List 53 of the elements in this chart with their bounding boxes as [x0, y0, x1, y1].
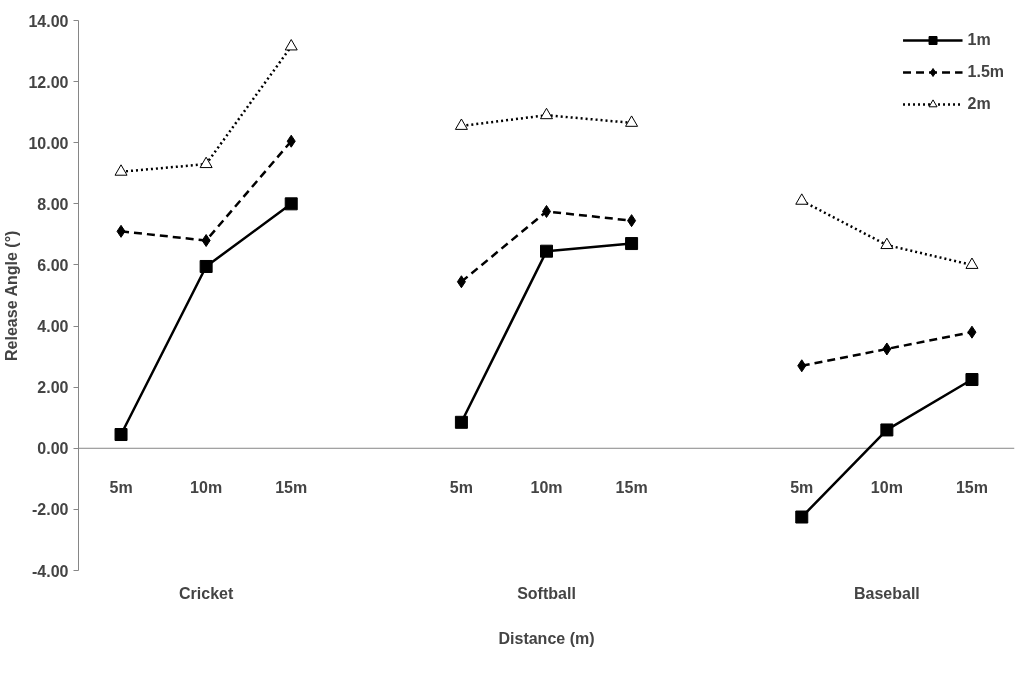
- point: [882, 342, 892, 356]
- x-tick-label: 15m: [615, 479, 648, 497]
- x-tick-label: 10m: [870, 479, 903, 497]
- point: [284, 197, 298, 211]
- point: [967, 325, 977, 339]
- x-tick-label: 10m: [530, 479, 563, 497]
- point: [454, 118, 468, 130]
- x-tick-label: 5m: [790, 479, 814, 497]
- point: [286, 134, 296, 148]
- y-tick-label: -2.00: [32, 501, 69, 519]
- y-tick-label: 14.00: [28, 12, 69, 30]
- point: [965, 373, 979, 387]
- point: [454, 415, 468, 429]
- point: [116, 224, 126, 238]
- point: [114, 428, 128, 442]
- x-tick-label: 15m: [275, 479, 308, 497]
- y-tick-label: -4.00: [32, 562, 69, 580]
- point: [880, 237, 894, 250]
- point: [625, 115, 639, 127]
- point: [795, 510, 809, 524]
- point: [540, 244, 553, 258]
- point: [880, 423, 894, 437]
- text: Baseball: [853, 584, 920, 602]
- point: [456, 275, 466, 289]
- y-tick-label: 8.00: [37, 195, 69, 213]
- y-tick-label: 6.00: [37, 256, 69, 274]
- point: [199, 259, 213, 273]
- point: [114, 164, 128, 176]
- y-tick-label: 0.00: [37, 440, 69, 458]
- legend-label: 1.5m: [967, 63, 1004, 81]
- legend-label: 1m: [967, 31, 991, 49]
- point: [627, 214, 637, 228]
- legend-label: 2m: [967, 95, 991, 113]
- point: [965, 257, 979, 269]
- point: [199, 156, 213, 169]
- y-axis-title: Release Angle (°): [3, 230, 21, 361]
- y-tick-label: 4.00: [37, 318, 69, 336]
- text: Cricket: [179, 584, 234, 602]
- x-tick-label: 5m: [449, 479, 473, 497]
- x-axis-title: Distance (m): [498, 629, 595, 647]
- point: [201, 234, 211, 247]
- text: Softball: [517, 584, 576, 602]
- point: [625, 237, 639, 251]
- point: [797, 359, 807, 373]
- x-tick-label: 15m: [955, 479, 988, 497]
- x-tick-label: 10m: [190, 479, 223, 497]
- point: [540, 107, 553, 120]
- y-tick-label: 12.00: [28, 73, 69, 91]
- x-tick-label: 5m: [109, 479, 133, 497]
- y-tick-label: 2.00: [37, 379, 69, 397]
- point: [284, 39, 298, 51]
- point: [795, 193, 809, 205]
- y-tick-label: 10.00: [28, 134, 69, 152]
